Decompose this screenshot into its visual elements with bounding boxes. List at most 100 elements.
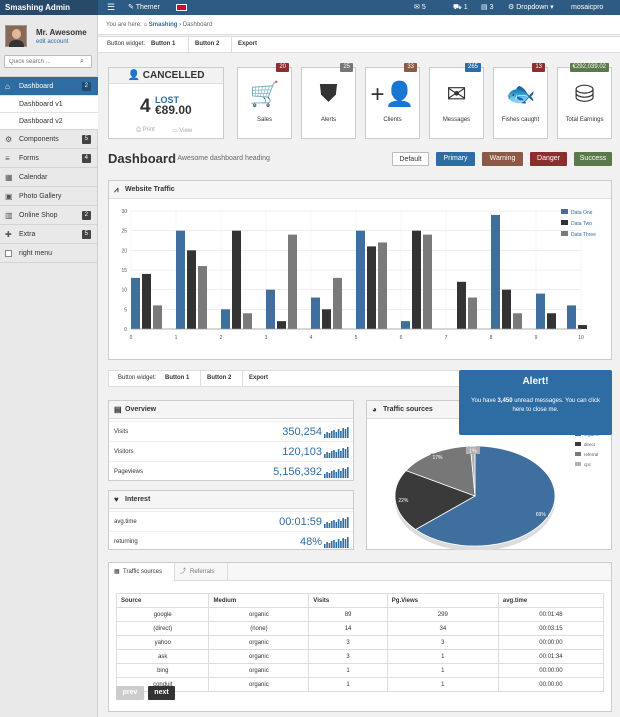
row-label: returning [114, 539, 138, 545]
x-tick-label: 6 [400, 335, 403, 341]
sidebar-subitem-dashboard-v1[interactable]: Dashboard v1 [0, 95, 98, 112]
dropdown-menu[interactable]: ⚙ Dropdown ▾ [508, 0, 554, 15]
alert-popup[interactable]: Alert! You have 3,450 unread messages. Y… [459, 370, 612, 435]
sparkline-bar [335, 432, 338, 438]
sidebar-item-calendar[interactable]: ▦ Calendar [0, 167, 98, 186]
column-header[interactable]: Visits [308, 593, 388, 608]
y-tick-label: 10 [121, 288, 127, 294]
overview-row-visitors: Visitors 120,103 [109, 441, 353, 461]
warning-button[interactable]: Warning [482, 152, 523, 166]
table-cell: 1 [308, 677, 388, 692]
print-button[interactable]: ⎙ Print [136, 127, 155, 134]
bar [547, 313, 556, 329]
mail-button[interactable]: ✉ 5 [414, 0, 426, 15]
column-header[interactable]: Medium [208, 593, 310, 608]
button-1[interactable]: Button 1 [165, 375, 190, 381]
legend-swatch [561, 231, 568, 236]
user-menu[interactable]: mosaicpro [571, 4, 604, 11]
tile-alerts[interactable]: 25 ⛊ Alerts [301, 63, 356, 139]
column-header[interactable]: avg.time [497, 593, 605, 608]
prev-button[interactable]: prev [116, 686, 144, 700]
tile-fishes-caught[interactable]: 13 🐟 Fishes caught [493, 63, 548, 139]
bar [277, 321, 286, 329]
panel-title: Website Traffic [125, 186, 175, 193]
shopping-bag-icon: ▥ [5, 211, 13, 220]
table-cell: 1 [386, 663, 499, 678]
sparkline-bar [344, 519, 347, 528]
sparkline-bar [342, 538, 344, 548]
row-value: 00:01:59 [279, 516, 322, 528]
alert-message[interactable]: You have 3,450 unread messages. You can … [469, 397, 602, 415]
legend-label: Data One [571, 210, 593, 216]
export-button[interactable]: Export [231, 37, 263, 52]
breadcrumb-current: Dashboard [182, 22, 213, 28]
tab-traffic-sources[interactable]: ▦ Traffic sources [109, 563, 175, 582]
page-subtitle: | Awesome dashboard heading [174, 155, 270, 162]
sidebar-item-online-shop[interactable]: ▥ Online Shop 2 [0, 205, 98, 224]
doc-count: 3 [489, 4, 494, 11]
brand-logo[interactable]: Smashing Admin [0, 0, 98, 15]
search-icon[interactable]: ⌕ [80, 58, 84, 65]
search-input[interactable] [4, 55, 92, 68]
pie-chart: 69%22%17%1%organicdirectreferralcpc [394, 432, 600, 550]
table-cell: organic [208, 663, 310, 678]
tab-referrals[interactable]: ⤴ Referrals [176, 563, 228, 581]
sidebar-item-components[interactable]: ⚙ Components 5 [0, 129, 98, 148]
avatar[interactable] [5, 25, 27, 47]
document-icon: ▤ [481, 4, 488, 11]
view-button[interactable]: ▭ View [172, 127, 192, 134]
sparkline-bar [330, 521, 333, 528]
doc-button[interactable]: ▤ 3 [481, 0, 493, 15]
sidebar-item-extra[interactable]: ✚ Extra 5 [0, 224, 98, 243]
row-label: Visits [114, 429, 129, 435]
sidebar-item-dashboard[interactable]: ⌂ Dashboard 2 [0, 76, 98, 95]
danger-button[interactable]: Danger [530, 152, 567, 166]
brush-icon: ✎ [128, 4, 134, 11]
table-cell: (direct) [115, 621, 210, 636]
table-cell: 1 [386, 677, 499, 692]
sparkline-bar [324, 544, 326, 548]
success-button[interactable]: Success [574, 152, 612, 166]
sidebar-item-forms[interactable]: ≡ Forms 4 [0, 148, 98, 167]
sparkline-bar [347, 517, 349, 528]
themer-button[interactable]: ✎ Themer [128, 0, 160, 15]
menu-toggle-icon[interactable]: ☰ [107, 2, 116, 12]
cart-button[interactable]: ⛟ 1 [453, 0, 468, 15]
tile-messages[interactable]: 265 ✉ Messages [429, 63, 484, 139]
primary-button[interactable]: Primary [436, 152, 475, 166]
column-header[interactable]: Pg.Views [386, 593, 499, 608]
table-cell: 00:00:00 [497, 663, 605, 678]
tile-sales[interactable]: 20 🛒 Sales [237, 63, 292, 139]
checkbox[interactable] [5, 250, 12, 257]
row-value: 5,156,392 [273, 466, 322, 478]
bar [266, 289, 275, 329]
button-1[interactable]: Button 1 [151, 41, 176, 47]
right-menu-toggle[interactable]: right menu [0, 243, 98, 263]
home-icon: ⌂ [5, 82, 10, 91]
bar [142, 273, 151, 329]
sparkline-bar [333, 470, 335, 478]
table-cell: bing [115, 663, 210, 678]
edit-account-link[interactable]: edit account [36, 39, 69, 45]
cancelled-title: CANCELLED [142, 70, 205, 81]
default-button[interactable]: Default [392, 152, 429, 166]
list-icon: ≡ [5, 154, 10, 163]
sparkline-bar [330, 451, 333, 458]
export-button[interactable]: Export [242, 371, 274, 386]
sidebar-item-photo-gallery[interactable]: ▣ Photo Gallery [0, 186, 98, 205]
traffic-table: Source Medium Visits Pg.Views avg.time google… [115, 593, 605, 692]
bar [468, 297, 477, 329]
breadcrumb-home[interactable]: Smashing [148, 22, 178, 28]
sparkline-bar [347, 427, 349, 438]
uk-flag-icon[interactable] [176, 4, 187, 11]
sidebar-subitem-dashboard-v2[interactable]: Dashboard v2 [0, 112, 98, 129]
button-2[interactable]: Button 2 [188, 37, 225, 52]
next-button[interactable]: next [148, 686, 175, 700]
tile-clients[interactable]: 33 +👤 Clients [365, 63, 420, 139]
tile-total-earnings[interactable]: €292,039.02 ⛁ Total Earnings [557, 63, 612, 139]
column-header[interactable]: Source [115, 593, 210, 608]
y-tick-label: 15 [121, 268, 127, 274]
calendar-icon: ▦ [5, 173, 13, 182]
button-2[interactable]: Button 2 [200, 371, 237, 386]
sparkline-bar [330, 541, 333, 548]
